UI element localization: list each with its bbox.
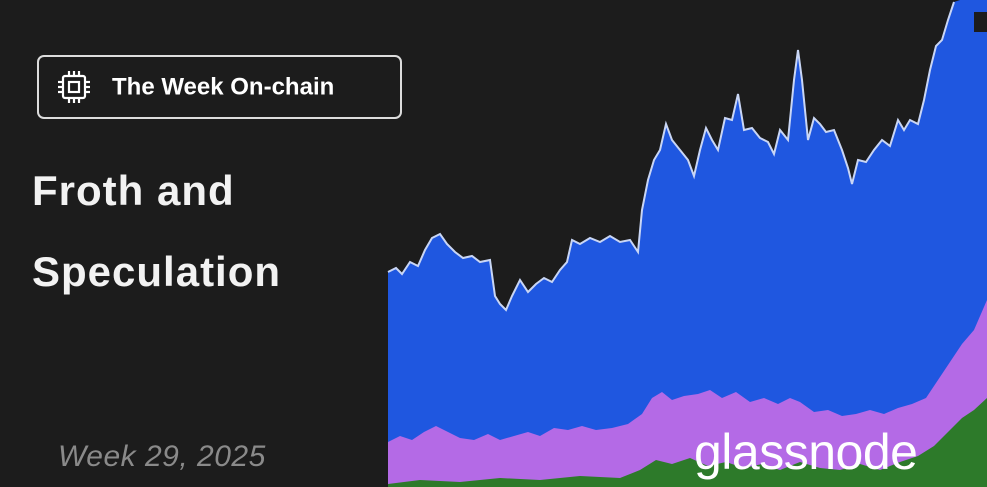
blue-area-edge (387, 1, 955, 312)
corner-block (974, 12, 987, 32)
logo: glassnode (694, 424, 917, 480)
title-line: Speculation (32, 248, 281, 295)
decorative-chart (387, 0, 987, 487)
green-area (388, 398, 987, 487)
purple-area (388, 300, 987, 487)
badge-label: The Week On-chain (112, 73, 334, 100)
chip-icon (58, 71, 90, 103)
badge-frame (37, 55, 402, 119)
blue-area (388, 0, 987, 487)
date: Week 29, 2025 (58, 440, 266, 473)
title-line: Froth and (32, 167, 235, 214)
